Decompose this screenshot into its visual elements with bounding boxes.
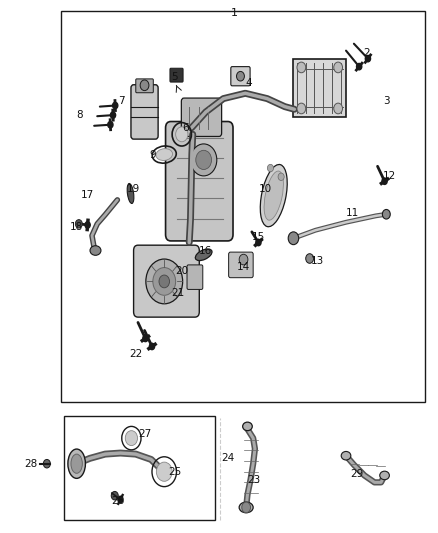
Ellipse shape [243, 422, 252, 431]
Circle shape [297, 103, 306, 114]
Text: 26: 26 [112, 496, 125, 506]
Text: 7: 7 [118, 96, 125, 106]
Circle shape [382, 209, 390, 219]
Text: 1: 1 [231, 8, 238, 18]
Circle shape [85, 222, 90, 228]
Circle shape [159, 275, 170, 288]
Circle shape [149, 343, 155, 350]
FancyBboxPatch shape [181, 98, 222, 136]
Bar [64, 416, 215, 520]
Text: 19: 19 [127, 184, 140, 194]
Bar [61, 11, 425, 402]
Circle shape [110, 112, 116, 118]
Text: 3: 3 [383, 96, 390, 106]
Circle shape [143, 335, 148, 342]
Text: 25: 25 [169, 467, 182, 477]
FancyBboxPatch shape [229, 252, 253, 278]
Circle shape [382, 178, 387, 184]
Circle shape [256, 239, 261, 246]
Text: 28: 28 [24, 459, 37, 469]
Text: 4: 4 [245, 78, 252, 87]
FancyBboxPatch shape [131, 85, 158, 139]
Circle shape [113, 102, 118, 109]
Circle shape [297, 62, 306, 73]
Circle shape [118, 496, 123, 503]
Text: 21: 21 [171, 288, 184, 298]
Circle shape [191, 144, 217, 176]
Ellipse shape [127, 183, 134, 204]
Circle shape [43, 459, 50, 468]
Text: 18: 18 [70, 222, 83, 231]
Circle shape [334, 62, 343, 73]
Circle shape [278, 173, 284, 181]
FancyBboxPatch shape [136, 79, 153, 93]
Circle shape [357, 63, 362, 70]
Text: 11: 11 [346, 208, 359, 218]
Text: 9: 9 [149, 150, 155, 159]
Ellipse shape [195, 249, 212, 261]
FancyBboxPatch shape [187, 265, 203, 289]
Text: 16: 16 [199, 246, 212, 255]
Circle shape [334, 103, 343, 114]
Bar [293, 59, 346, 117]
Circle shape [146, 259, 183, 304]
Circle shape [306, 254, 314, 263]
Circle shape [365, 55, 371, 62]
Circle shape [156, 462, 172, 481]
Circle shape [267, 164, 273, 172]
Text: 13: 13 [311, 256, 324, 266]
Text: 14: 14 [237, 262, 250, 271]
Circle shape [108, 122, 113, 128]
Ellipse shape [156, 149, 173, 160]
Ellipse shape [71, 454, 82, 473]
Circle shape [176, 127, 188, 142]
Circle shape [239, 254, 248, 265]
FancyBboxPatch shape [170, 68, 183, 82]
Text: 15: 15 [252, 232, 265, 242]
Ellipse shape [239, 502, 253, 513]
Text: 10: 10 [258, 184, 272, 194]
Circle shape [237, 71, 244, 81]
Text: 12: 12 [383, 171, 396, 181]
Text: 23: 23 [247, 475, 261, 484]
Ellipse shape [260, 165, 287, 227]
Circle shape [153, 268, 176, 295]
Ellipse shape [90, 246, 101, 255]
Circle shape [75, 220, 82, 228]
Circle shape [140, 80, 149, 91]
Circle shape [125, 431, 138, 446]
Text: 5: 5 [171, 72, 177, 82]
FancyBboxPatch shape [166, 122, 233, 241]
Circle shape [111, 491, 118, 500]
FancyBboxPatch shape [231, 67, 250, 86]
Text: 20: 20 [175, 266, 188, 276]
Text: 29: 29 [350, 470, 364, 479]
Ellipse shape [264, 171, 283, 220]
Text: 24: 24 [221, 454, 234, 463]
Circle shape [288, 232, 299, 245]
Text: 8: 8 [77, 110, 83, 119]
Ellipse shape [380, 471, 389, 480]
Ellipse shape [68, 449, 85, 479]
Text: 2: 2 [364, 49, 370, 58]
Text: 17: 17 [81, 190, 94, 199]
Text: 22: 22 [129, 350, 142, 359]
Text: 27: 27 [138, 430, 151, 439]
Text: 6: 6 [182, 123, 188, 133]
FancyBboxPatch shape [134, 245, 199, 317]
Circle shape [242, 502, 251, 513]
Ellipse shape [341, 451, 351, 460]
Circle shape [196, 150, 212, 169]
